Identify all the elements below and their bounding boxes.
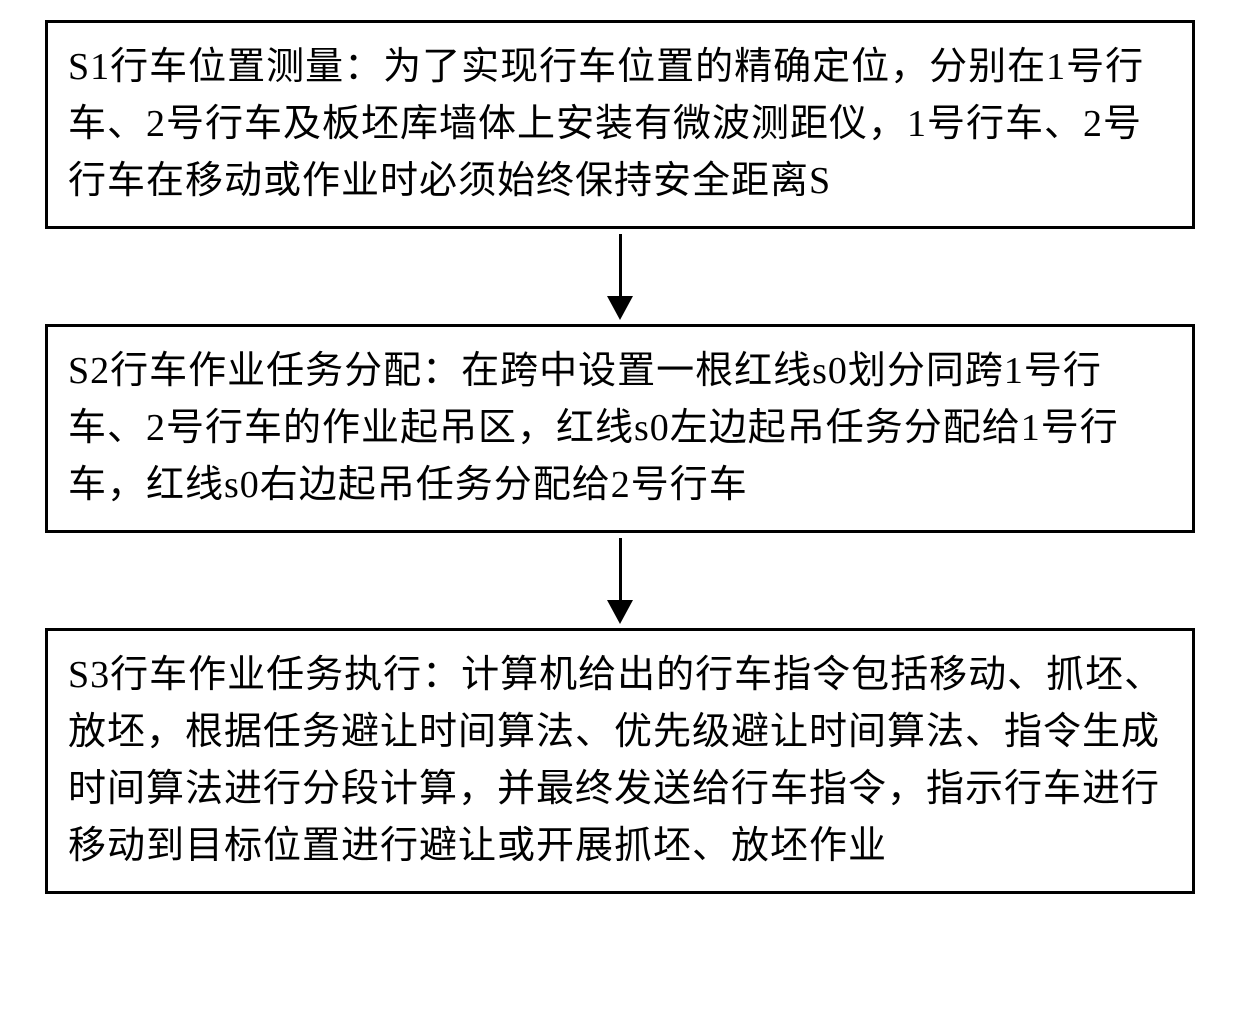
node-text: S3行车作业任务执行：计算机给出的行车指令包括移动、抓坯、放坯，根据任务避让时间… xyxy=(68,654,1163,867)
node-text: S1行车位置测量：为了实现行车位置的精确定位，分别在1号行车、2号行车及板坯库墙… xyxy=(68,46,1144,202)
flowchart-node-s2: S2行车作业任务分配：在跨中设置一根红线s0划分同跨1号行车、2号行车的作业起吊… xyxy=(45,324,1195,533)
arrow-s1-s2 xyxy=(607,229,633,324)
flowchart-container: S1行车位置测量：为了实现行车位置的精确定位，分别在1号行车、2号行车及板坯库墙… xyxy=(40,20,1200,894)
arrow-s2-s3 xyxy=(607,533,633,628)
flowchart-node-s3: S3行车作业任务执行：计算机给出的行车指令包括移动、抓坯、放坯，根据任务避让时间… xyxy=(45,628,1195,894)
flowchart-node-s1: S1行车位置测量：为了实现行车位置的精确定位，分别在1号行车、2号行车及板坯库墙… xyxy=(45,20,1195,229)
arrow-head-icon xyxy=(607,600,633,624)
arrow-line-icon xyxy=(619,538,622,600)
arrow-head-icon xyxy=(607,296,633,320)
arrow-line-icon xyxy=(619,234,622,296)
node-text: S2行车作业任务分配：在跨中设置一根红线s0划分同跨1号行车、2号行车的作业起吊… xyxy=(68,350,1119,506)
